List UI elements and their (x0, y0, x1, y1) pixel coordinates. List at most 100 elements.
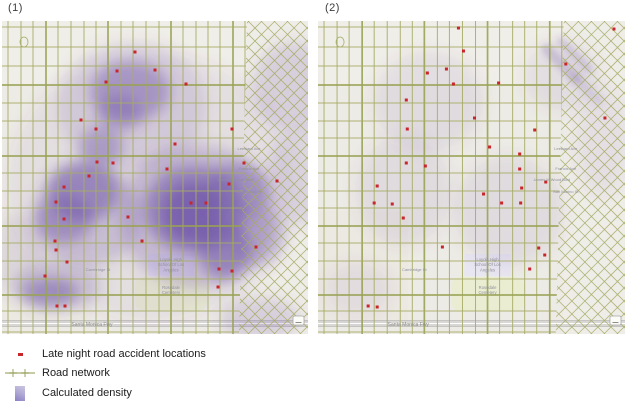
accident-dot (104, 80, 108, 84)
svg-text:San Marino St: San Marino St (236, 189, 262, 194)
legend-label-roads: Road network (42, 367, 110, 379)
accident-dot (528, 267, 532, 271)
accident-dot (242, 161, 246, 165)
svg-text:Leeward Ave: Leeward Ave (554, 146, 578, 151)
map-attribution-badge-icon[interactable] (609, 315, 622, 326)
road-network-layer (2, 21, 247, 334)
legend-row-accidents: Late night road accident locations (0, 346, 206, 362)
density-layer (319, 24, 625, 317)
accident-dot (405, 127, 409, 131)
accident-dot (153, 68, 157, 72)
accident-dots-layer (366, 26, 616, 309)
panel-2-label: (2) (325, 2, 340, 14)
accident-dot (133, 50, 137, 54)
density-swatch-icon (0, 385, 40, 401)
svg-text:Cambridge St: Cambridge St (86, 267, 111, 272)
street-labels: Leeward Ave Francis Ave James M Wood Blvd S… (388, 146, 580, 328)
accident-dot (79, 118, 83, 122)
accident-dot (366, 304, 370, 308)
accident-dot (227, 182, 231, 186)
accident-dot (473, 116, 477, 120)
accident-dot (518, 167, 522, 171)
accident-dot (63, 304, 67, 308)
accident-dot (404, 98, 408, 102)
accident-dot (65, 260, 69, 264)
accident-dot (95, 160, 99, 164)
accident-dot (612, 27, 616, 31)
road-network-diagonal (555, 21, 625, 334)
svg-text:Rosedale: Rosedale (479, 285, 497, 290)
accident-dot (165, 167, 169, 171)
accident-dot (184, 82, 188, 86)
svg-text:Santa Monica Fwy: Santa Monica Fwy (388, 322, 430, 328)
accident-dot (520, 186, 524, 190)
street-labels: Leeward Ave Francis Ave James M Wood Blvd S… (71, 146, 262, 328)
accident-dot (518, 152, 522, 156)
accident-dot (564, 62, 568, 66)
svg-text:James M Wood Blvd: James M Wood Blvd (217, 177, 254, 182)
svg-text:Cemetery: Cemetery (162, 290, 181, 295)
accident-dot (375, 184, 379, 188)
accident-dot (482, 192, 486, 196)
accident-dot (55, 304, 59, 308)
accident-dot (423, 164, 427, 168)
accident-dot (126, 215, 130, 219)
map-panel-kernel-density[interactable]: Leeward Ave Francis Ave James M Wood Blvd S… (2, 21, 308, 334)
svg-text:San Marino St: San Marino St (553, 189, 579, 194)
accident-dot (543, 253, 547, 257)
accident-dot (544, 180, 548, 184)
svg-text:Loyola High: Loyola High (476, 257, 499, 262)
accident-dot (533, 128, 537, 132)
road-network-diagonal (239, 21, 308, 334)
accident-dot (488, 145, 492, 149)
accident-dot (62, 185, 66, 189)
accident-dot (440, 245, 444, 249)
map-panel-network-density[interactable]: Leeward Ave Francis Ave James M Wood Blvd S… (318, 21, 625, 334)
accident-dot (401, 216, 405, 220)
accident-dot (461, 49, 465, 53)
accident-dot (230, 269, 234, 273)
accident-dot (217, 267, 221, 271)
road-network-layer (318, 21, 564, 334)
svg-text:Cemetery: Cemetery (478, 290, 497, 295)
freeway-band (318, 320, 625, 327)
map-canvas: Leeward Ave Francis Ave James M Wood Blvd S… (2, 21, 308, 334)
accident-dot (216, 285, 220, 289)
accident-dot (390, 202, 394, 206)
accident-dot (254, 245, 258, 249)
svg-text:Leeward Ave: Leeward Ave (237, 146, 261, 151)
accident-dot (204, 201, 208, 205)
accident-dot (189, 201, 193, 205)
accident-dot (372, 201, 376, 205)
legend-label-density: Calculated density (42, 387, 132, 399)
accident-dot (500, 201, 504, 205)
svg-text:Angeles: Angeles (480, 267, 495, 272)
legend-label-accidents: Late night road accident locations (42, 348, 206, 360)
svg-text:Francis Ave: Francis Ave (239, 166, 261, 171)
road-network-marker-icon (0, 368, 40, 378)
svg-text:Loyola High: Loyola High (160, 257, 183, 262)
accident-dot (94, 127, 98, 131)
accident-dot (444, 67, 448, 71)
accident-dot (603, 116, 607, 120)
accident-dot (43, 274, 47, 278)
svg-text:Cambridge St: Cambridge St (402, 267, 427, 272)
accident-dot (451, 82, 455, 86)
svg-text:Santa Monica Fwy: Santa Monica Fwy (71, 322, 113, 328)
accident-dot (375, 305, 379, 309)
accident-dot (275, 179, 279, 183)
accident-dot (404, 161, 408, 165)
panel-1-label: (1) (8, 2, 23, 14)
accident-dot (230, 127, 234, 131)
accident-dot (537, 246, 541, 250)
accident-marker-icon (0, 352, 40, 356)
map-attribution-badge-icon[interactable] (292, 315, 305, 326)
svg-text:School Of Los: School Of Los (158, 262, 184, 267)
accident-dot (519, 201, 523, 205)
svg-text:Rosedale: Rosedale (162, 285, 180, 290)
legend-row-density: Calculated density (0, 384, 132, 402)
accident-dot (173, 142, 177, 146)
accident-dot (140, 239, 144, 243)
accident-dot (54, 200, 58, 204)
